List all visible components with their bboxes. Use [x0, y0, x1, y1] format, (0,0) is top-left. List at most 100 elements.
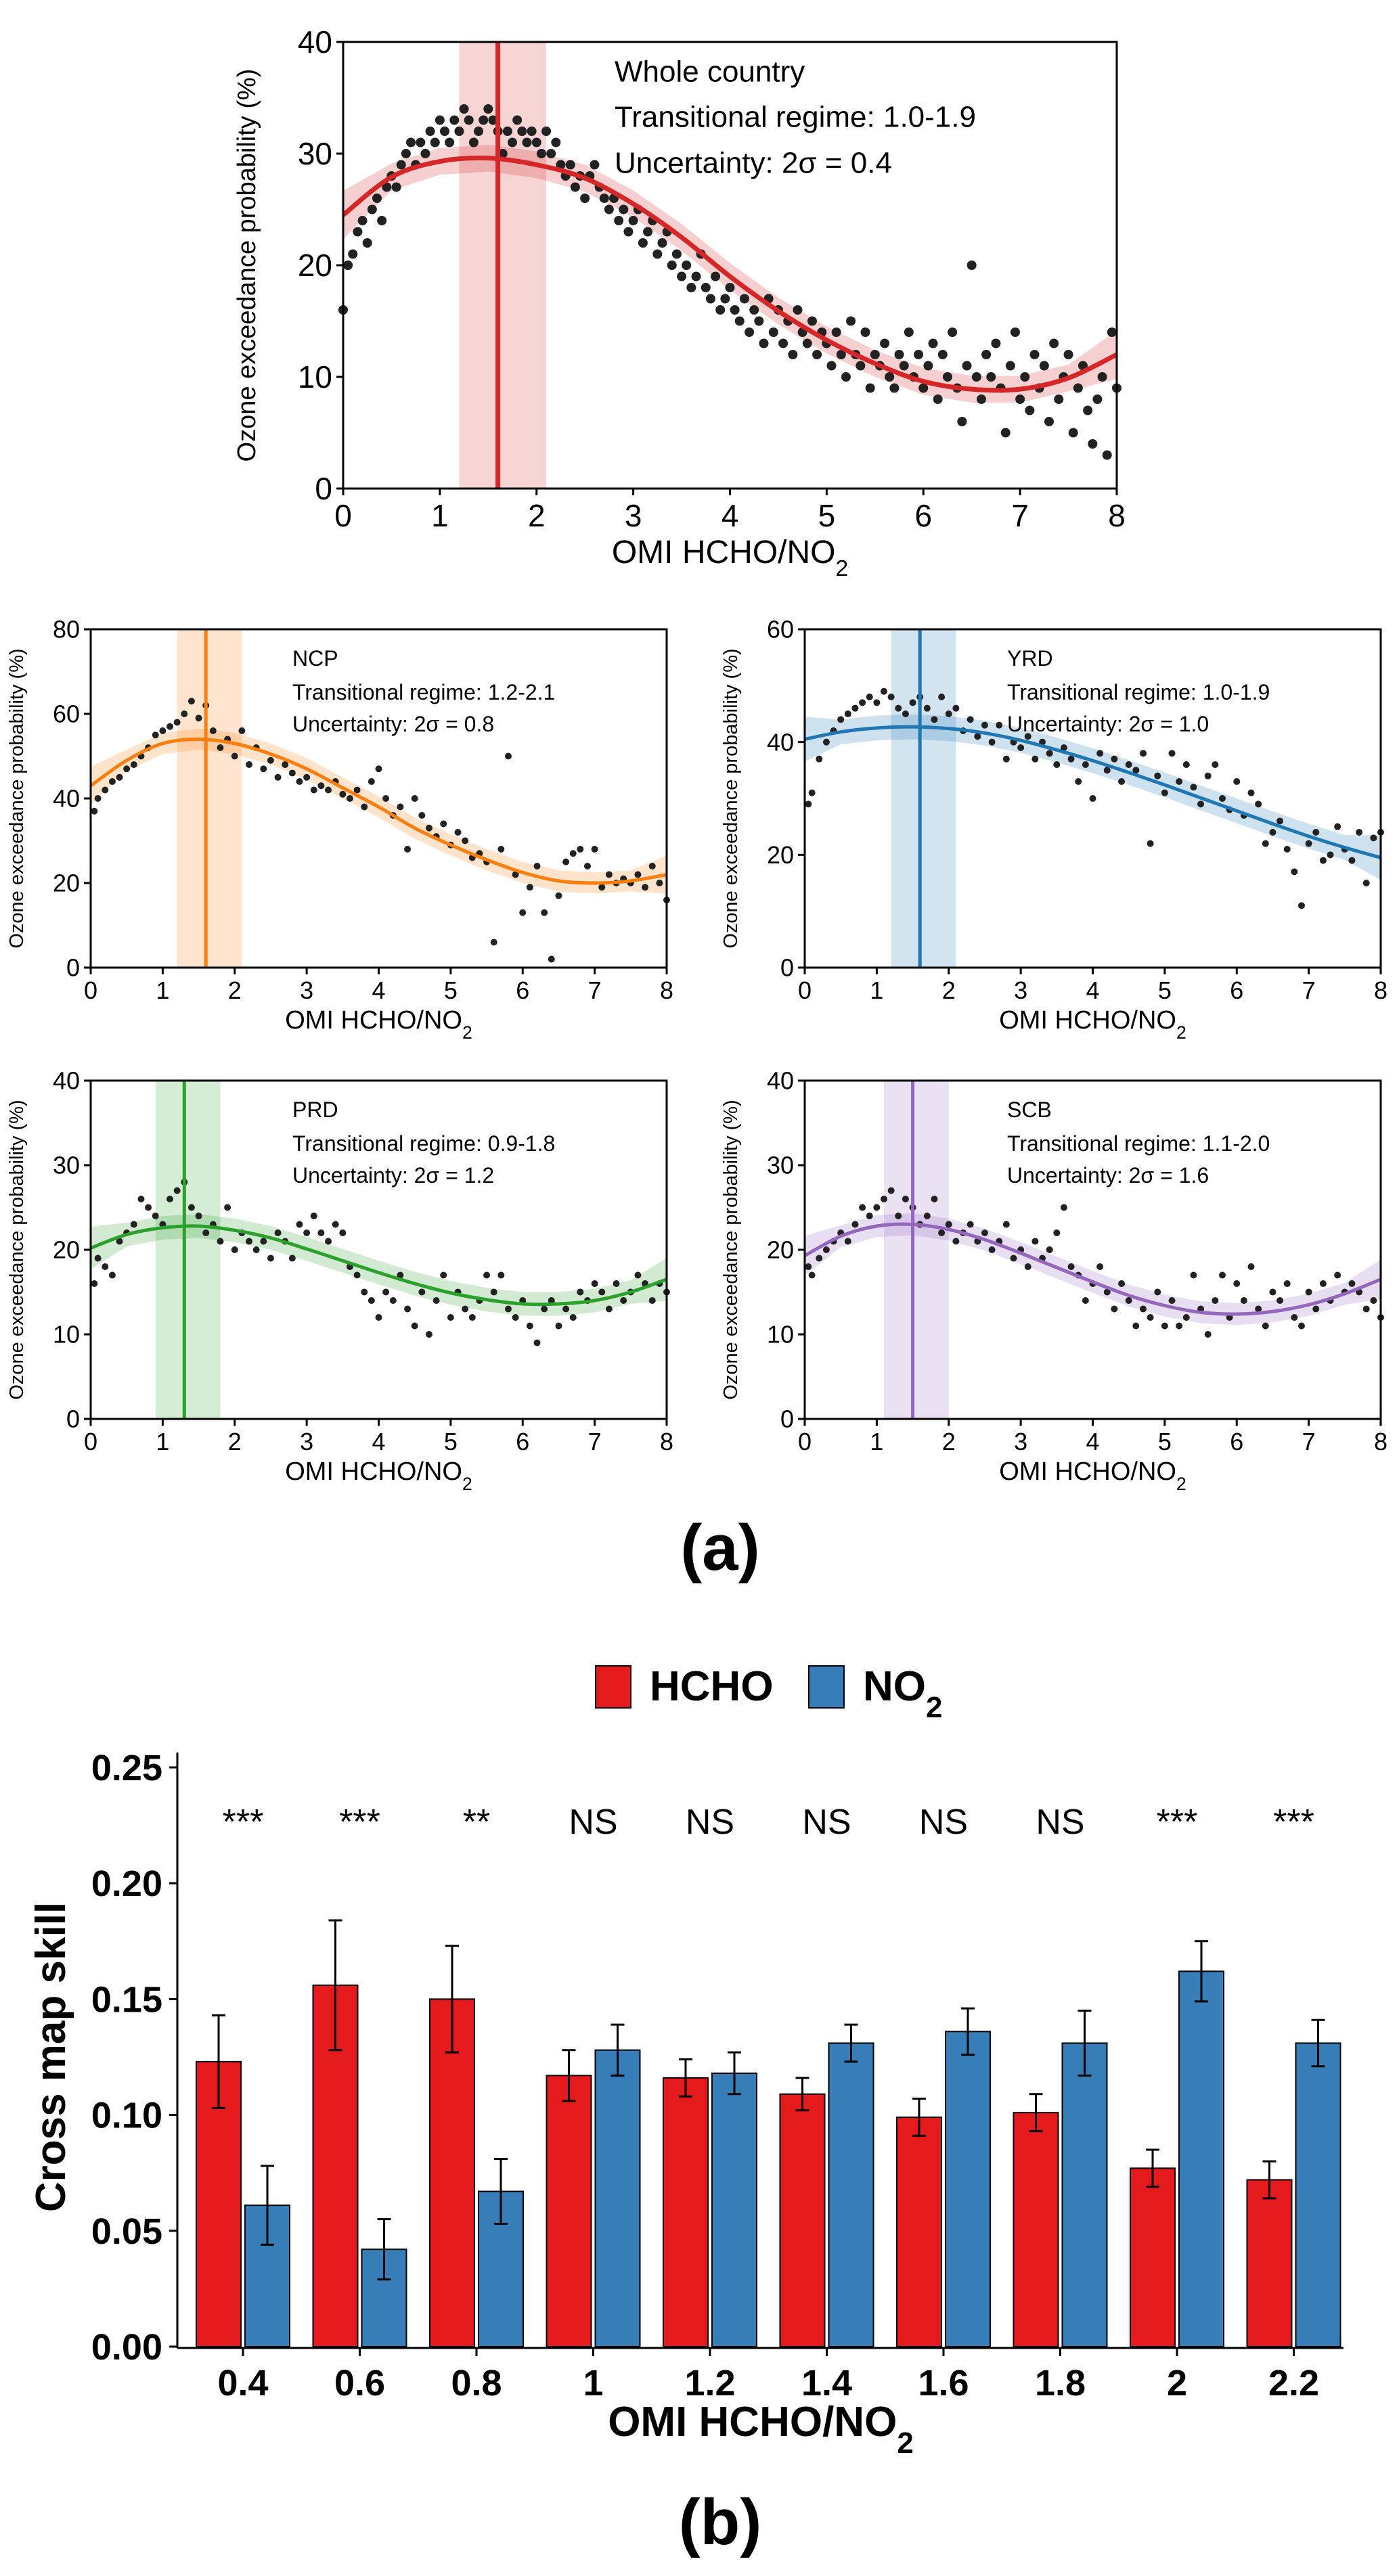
data-point — [1092, 394, 1103, 404]
data-point — [988, 738, 996, 746]
data-point — [1103, 767, 1111, 774]
y-tick-label: 40 — [767, 1067, 794, 1095]
data-point — [1348, 1280, 1356, 1287]
data-point — [1362, 880, 1370, 886]
data-point — [377, 216, 387, 225]
data-point — [361, 1288, 368, 1296]
bar-hcho — [1130, 2167, 1176, 2348]
data-point — [605, 1305, 613, 1313]
y-tick-label: 0 — [315, 471, 332, 506]
transitional-band — [459, 42, 547, 489]
data-point — [981, 350, 992, 359]
y-tick-label: 20 — [53, 869, 80, 897]
data-point — [187, 1204, 195, 1211]
data-point — [1088, 439, 1098, 449]
data-point — [945, 1221, 952, 1228]
x-tick-label: 1 — [583, 2363, 603, 2403]
data-point — [296, 1221, 303, 1228]
region-name: PRD — [292, 1098, 338, 1122]
data-point — [372, 194, 382, 203]
data-point — [656, 880, 663, 886]
data-point — [805, 800, 812, 808]
data-point — [94, 795, 102, 802]
data-point — [923, 361, 933, 371]
data-point — [94, 1255, 102, 1262]
data-point — [1283, 846, 1291, 853]
data-point — [1068, 428, 1078, 438]
data-point — [512, 1314, 519, 1321]
y-axis-label: Ozone exceedance probability (%) — [720, 648, 742, 948]
transitional-band — [891, 629, 956, 968]
data-point — [642, 884, 649, 891]
data-point — [1031, 1238, 1039, 1245]
data-point — [745, 327, 755, 337]
y-tick-label: 40 — [53, 785, 80, 813]
data-point — [933, 394, 943, 404]
data-point — [173, 1187, 181, 1194]
data-point — [902, 710, 909, 717]
data-point — [1276, 1297, 1284, 1304]
data-point — [468, 137, 479, 148]
significance-label: ** — [463, 1803, 490, 1842]
data-point — [1025, 405, 1035, 415]
significance-label: *** — [223, 1803, 264, 1842]
data-point — [1218, 1271, 1226, 1279]
data-point — [583, 863, 591, 869]
data-point — [701, 283, 711, 292]
data-point — [577, 1288, 584, 1296]
data-point — [991, 338, 1001, 348]
data-point — [638, 238, 648, 248]
data-point — [246, 761, 253, 768]
data-point — [881, 1196, 888, 1202]
data-point — [317, 1229, 325, 1236]
data-point — [1082, 761, 1089, 768]
x-tick-label: 2 — [942, 976, 956, 1004]
data-point — [332, 1221, 339, 1228]
transitional-band — [155, 1081, 221, 1419]
data-point — [805, 1263, 812, 1270]
y-axis-label: Ozone exceedance probability (%) — [720, 1100, 742, 1399]
x-axis-label: OMI HCHO/NO2 — [999, 1006, 1186, 1043]
data-point — [508, 137, 518, 148]
y-tick-label: 0 — [780, 954, 794, 982]
data-point — [1197, 800, 1205, 808]
data-point — [914, 350, 924, 359]
data-point — [1060, 744, 1067, 751]
data-point — [367, 204, 377, 214]
data-point — [1247, 1263, 1255, 1270]
data-point — [1063, 350, 1073, 359]
data-point — [310, 786, 317, 794]
data-point — [1107, 327, 1117, 337]
x-tick-label: 6 — [914, 498, 932, 533]
data-point — [1370, 1297, 1377, 1304]
data-point — [605, 871, 613, 878]
data-point — [1096, 750, 1104, 757]
data-point — [754, 316, 764, 326]
data-point — [1054, 394, 1064, 404]
data-point — [938, 1229, 946, 1236]
data-point — [1010, 1255, 1017, 1262]
data-point — [497, 149, 508, 158]
data-point — [1305, 1288, 1312, 1296]
data-point — [1031, 755, 1039, 763]
data-point — [720, 294, 730, 304]
x-tick-label: 3 — [625, 498, 642, 533]
data-point — [116, 773, 123, 781]
data-point — [181, 710, 188, 717]
data-point — [432, 1297, 440, 1304]
data-point — [1053, 1229, 1061, 1236]
x-tick-label: 0.4 — [217, 2363, 268, 2403]
data-point — [598, 1288, 606, 1296]
data-point — [346, 795, 353, 802]
data-point — [382, 795, 390, 802]
data-point — [541, 909, 548, 916]
data-point — [416, 137, 426, 148]
data-point — [425, 127, 435, 136]
data-point — [274, 773, 282, 781]
data-point — [397, 803, 404, 811]
significance-label: NS — [686, 1803, 734, 1842]
fit-line — [803, 1222, 1381, 1316]
data-point — [303, 1229, 311, 1236]
data-point — [488, 115, 498, 125]
y-tick-label: 10 — [53, 1321, 80, 1349]
